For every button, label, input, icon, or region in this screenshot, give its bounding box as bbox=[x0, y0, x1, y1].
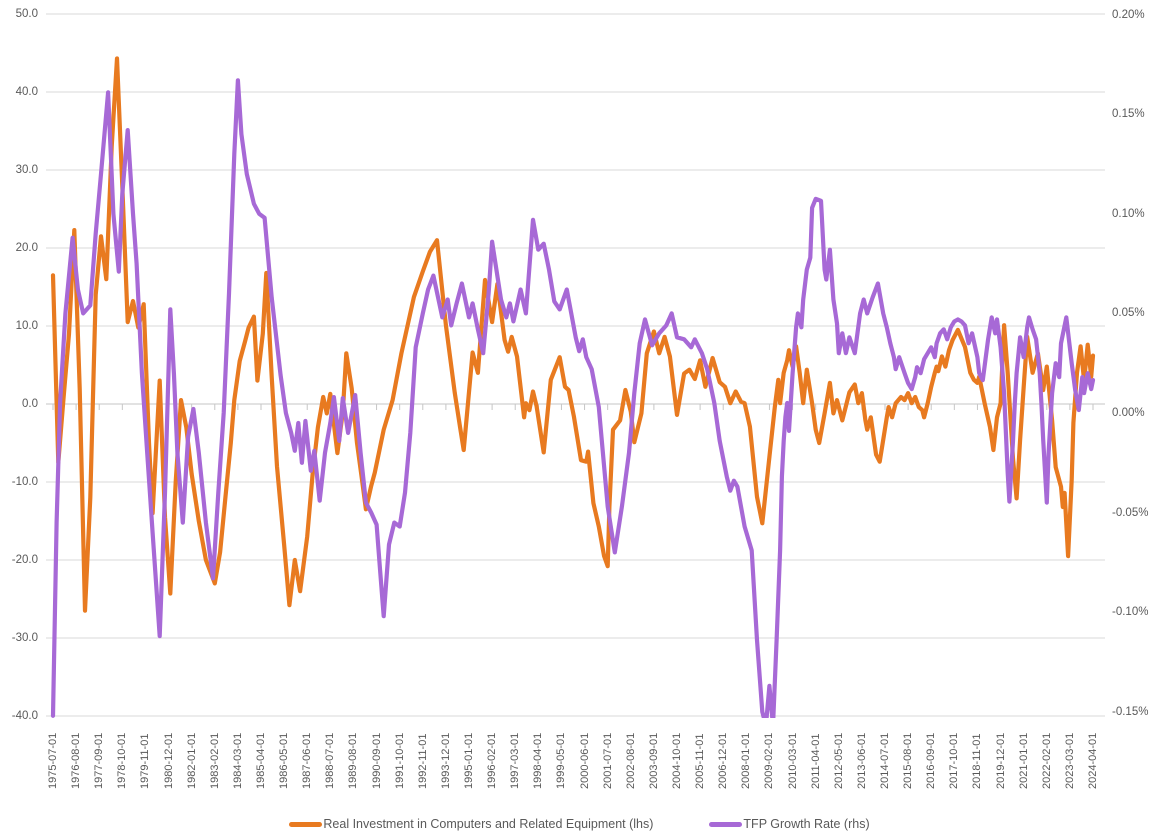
date-axis-tick-label: 2008-01-01 bbox=[740, 732, 753, 789]
left-axis-tick-label: -20.0 bbox=[11, 554, 38, 566]
left-axis-tick-label: -10.0 bbox=[11, 476, 38, 488]
date-axis-tick-label: 1977-09-01 bbox=[93, 732, 106, 789]
date-axis-tick-label: 2009-02-01 bbox=[763, 732, 776, 789]
left-axis-tick-label: 50.0 bbox=[15, 8, 38, 20]
date-axis-tick-label: 2005-11-01 bbox=[694, 733, 707, 789]
left-axis-tick-label: 20.0 bbox=[15, 242, 38, 254]
tfp-series-line bbox=[50, 78, 1096, 718]
date-axis-tick-label: 2023-03-01 bbox=[1063, 732, 1076, 789]
date-axis-tick-label: 1996-02-01 bbox=[486, 732, 499, 789]
left-axis-tick-label: -40.0 bbox=[11, 710, 38, 722]
left-axis-tick-label: 30.0 bbox=[15, 164, 38, 176]
date-axis-tick-label: 2002-08-01 bbox=[624, 732, 637, 789]
date-axis-tick-label: 1998-04-01 bbox=[532, 732, 545, 789]
date-axis-tick-label: 2013-06-01 bbox=[855, 732, 868, 789]
date-axis-tick-label: 1984-03-01 bbox=[231, 732, 244, 789]
date-axis-tick-label: 1975-07-01 bbox=[47, 732, 59, 789]
date-axis-tick-label: 2004-10-01 bbox=[671, 732, 683, 789]
right-axis-tick-label: -0.15% bbox=[1112, 705, 1149, 718]
legend-item-investment: Real Investment in Computers and Related… bbox=[289, 817, 653, 831]
date-axis-tick-label: 1976-08-01 bbox=[70, 732, 83, 789]
date-axis-tick-label: 2018-11-01 bbox=[971, 733, 984, 789]
date-axis-tick-label: 2003-09-01 bbox=[647, 732, 660, 789]
legend-item-tfp: TFP Growth Rate (rhs) bbox=[709, 817, 870, 831]
date-axis-tick-label: 1982-01-01 bbox=[185, 732, 198, 789]
date-axis-tick-label: 2015-08-01 bbox=[902, 732, 915, 789]
legend: Real Investment in Computers and Related… bbox=[0, 813, 1159, 835]
investment-line-swatch bbox=[289, 821, 323, 827]
left-axis-tick-label: -30.0 bbox=[11, 632, 38, 644]
date-axis-tick-label: 1997-03-01 bbox=[509, 732, 522, 789]
date-axis-tick-label: 1980-12-01 bbox=[162, 732, 175, 789]
date-axis-tick-label: 2006-12-01 bbox=[717, 732, 730, 789]
right-axis-tick-label: 0.05% bbox=[1112, 307, 1145, 320]
date-axis-tick-label: 2001-07-01 bbox=[601, 732, 614, 789]
left-axis-tick-label: 10.0 bbox=[15, 320, 38, 332]
date-axis-tick-label: 2024-04-01 bbox=[1087, 732, 1099, 789]
left-axis-tick-label: 0.0 bbox=[22, 398, 38, 410]
date-axis-tick-label: 2016-09-01 bbox=[925, 732, 938, 789]
date-axis-tick-label: 1992-11-01 bbox=[416, 733, 429, 789]
right-axis-tick-label: 0.10% bbox=[1112, 207, 1145, 220]
right-axis-tick-label: 0.00% bbox=[1112, 407, 1145, 419]
legend-label-tfp: TFP Growth Rate (rhs) bbox=[743, 817, 870, 831]
date-axis-tick-label: 2017-10-01 bbox=[948, 732, 961, 789]
date-axis-tick-label: 2010-03-01 bbox=[786, 732, 799, 789]
date-axis-tick-label: 1986-05-01 bbox=[278, 732, 291, 789]
date-axis-tick-label: 1979-11-01 bbox=[139, 733, 152, 789]
right-axis-tick-label: -0.05% bbox=[1112, 506, 1149, 519]
date-axis-tick-label: 1999-05-01 bbox=[555, 732, 568, 789]
investment-series-line bbox=[50, 56, 1096, 613]
date-axis-tick-label: 1990-09-01 bbox=[370, 732, 383, 789]
date-axis-tick-label: 2012-05-01 bbox=[832, 732, 845, 789]
date-axis-tick-label: 2022-02-01 bbox=[1040, 732, 1053, 789]
date-axis-tick-label: 1987-06-01 bbox=[301, 732, 314, 789]
date-axis-tick-label: 2019-12-01 bbox=[994, 732, 1007, 789]
right-axis-tick-label: 0.15% bbox=[1112, 108, 1145, 121]
date-axis-tick-label: 2021-01-01 bbox=[1017, 732, 1030, 789]
right-axis-tick-label: -0.10% bbox=[1112, 606, 1149, 619]
tfp-line-swatch bbox=[709, 821, 743, 827]
date-axis-tick-label: 2000-06-01 bbox=[578, 732, 591, 789]
date-axis-tick-label: 1978-10-01 bbox=[116, 732, 129, 789]
date-axis-tick-label: 1988-07-01 bbox=[324, 732, 337, 789]
left-axis-tick-label: 40.0 bbox=[15, 86, 38, 98]
date-axis-tick-label: 2011-04-01 bbox=[809, 733, 822, 789]
legend-label-investment: Real Investment in Computers and Related… bbox=[323, 817, 654, 831]
date-axis-tick-label: 1989-08-01 bbox=[347, 732, 360, 789]
date-axis-tick-label: 1991-10-01 bbox=[393, 732, 406, 789]
date-axis-tick-label: 1993-12-01 bbox=[439, 732, 452, 789]
right-axis-tick-label: 0.20% bbox=[1112, 8, 1145, 21]
date-axis-tick-label: 2014-07-01 bbox=[879, 732, 891, 789]
date-axis-tick-label: 1983-02-01 bbox=[208, 732, 221, 789]
date-axis-tick-label: 1995-01-01 bbox=[463, 732, 475, 789]
date-axis-tick-label: 1985-04-01 bbox=[255, 732, 267, 789]
